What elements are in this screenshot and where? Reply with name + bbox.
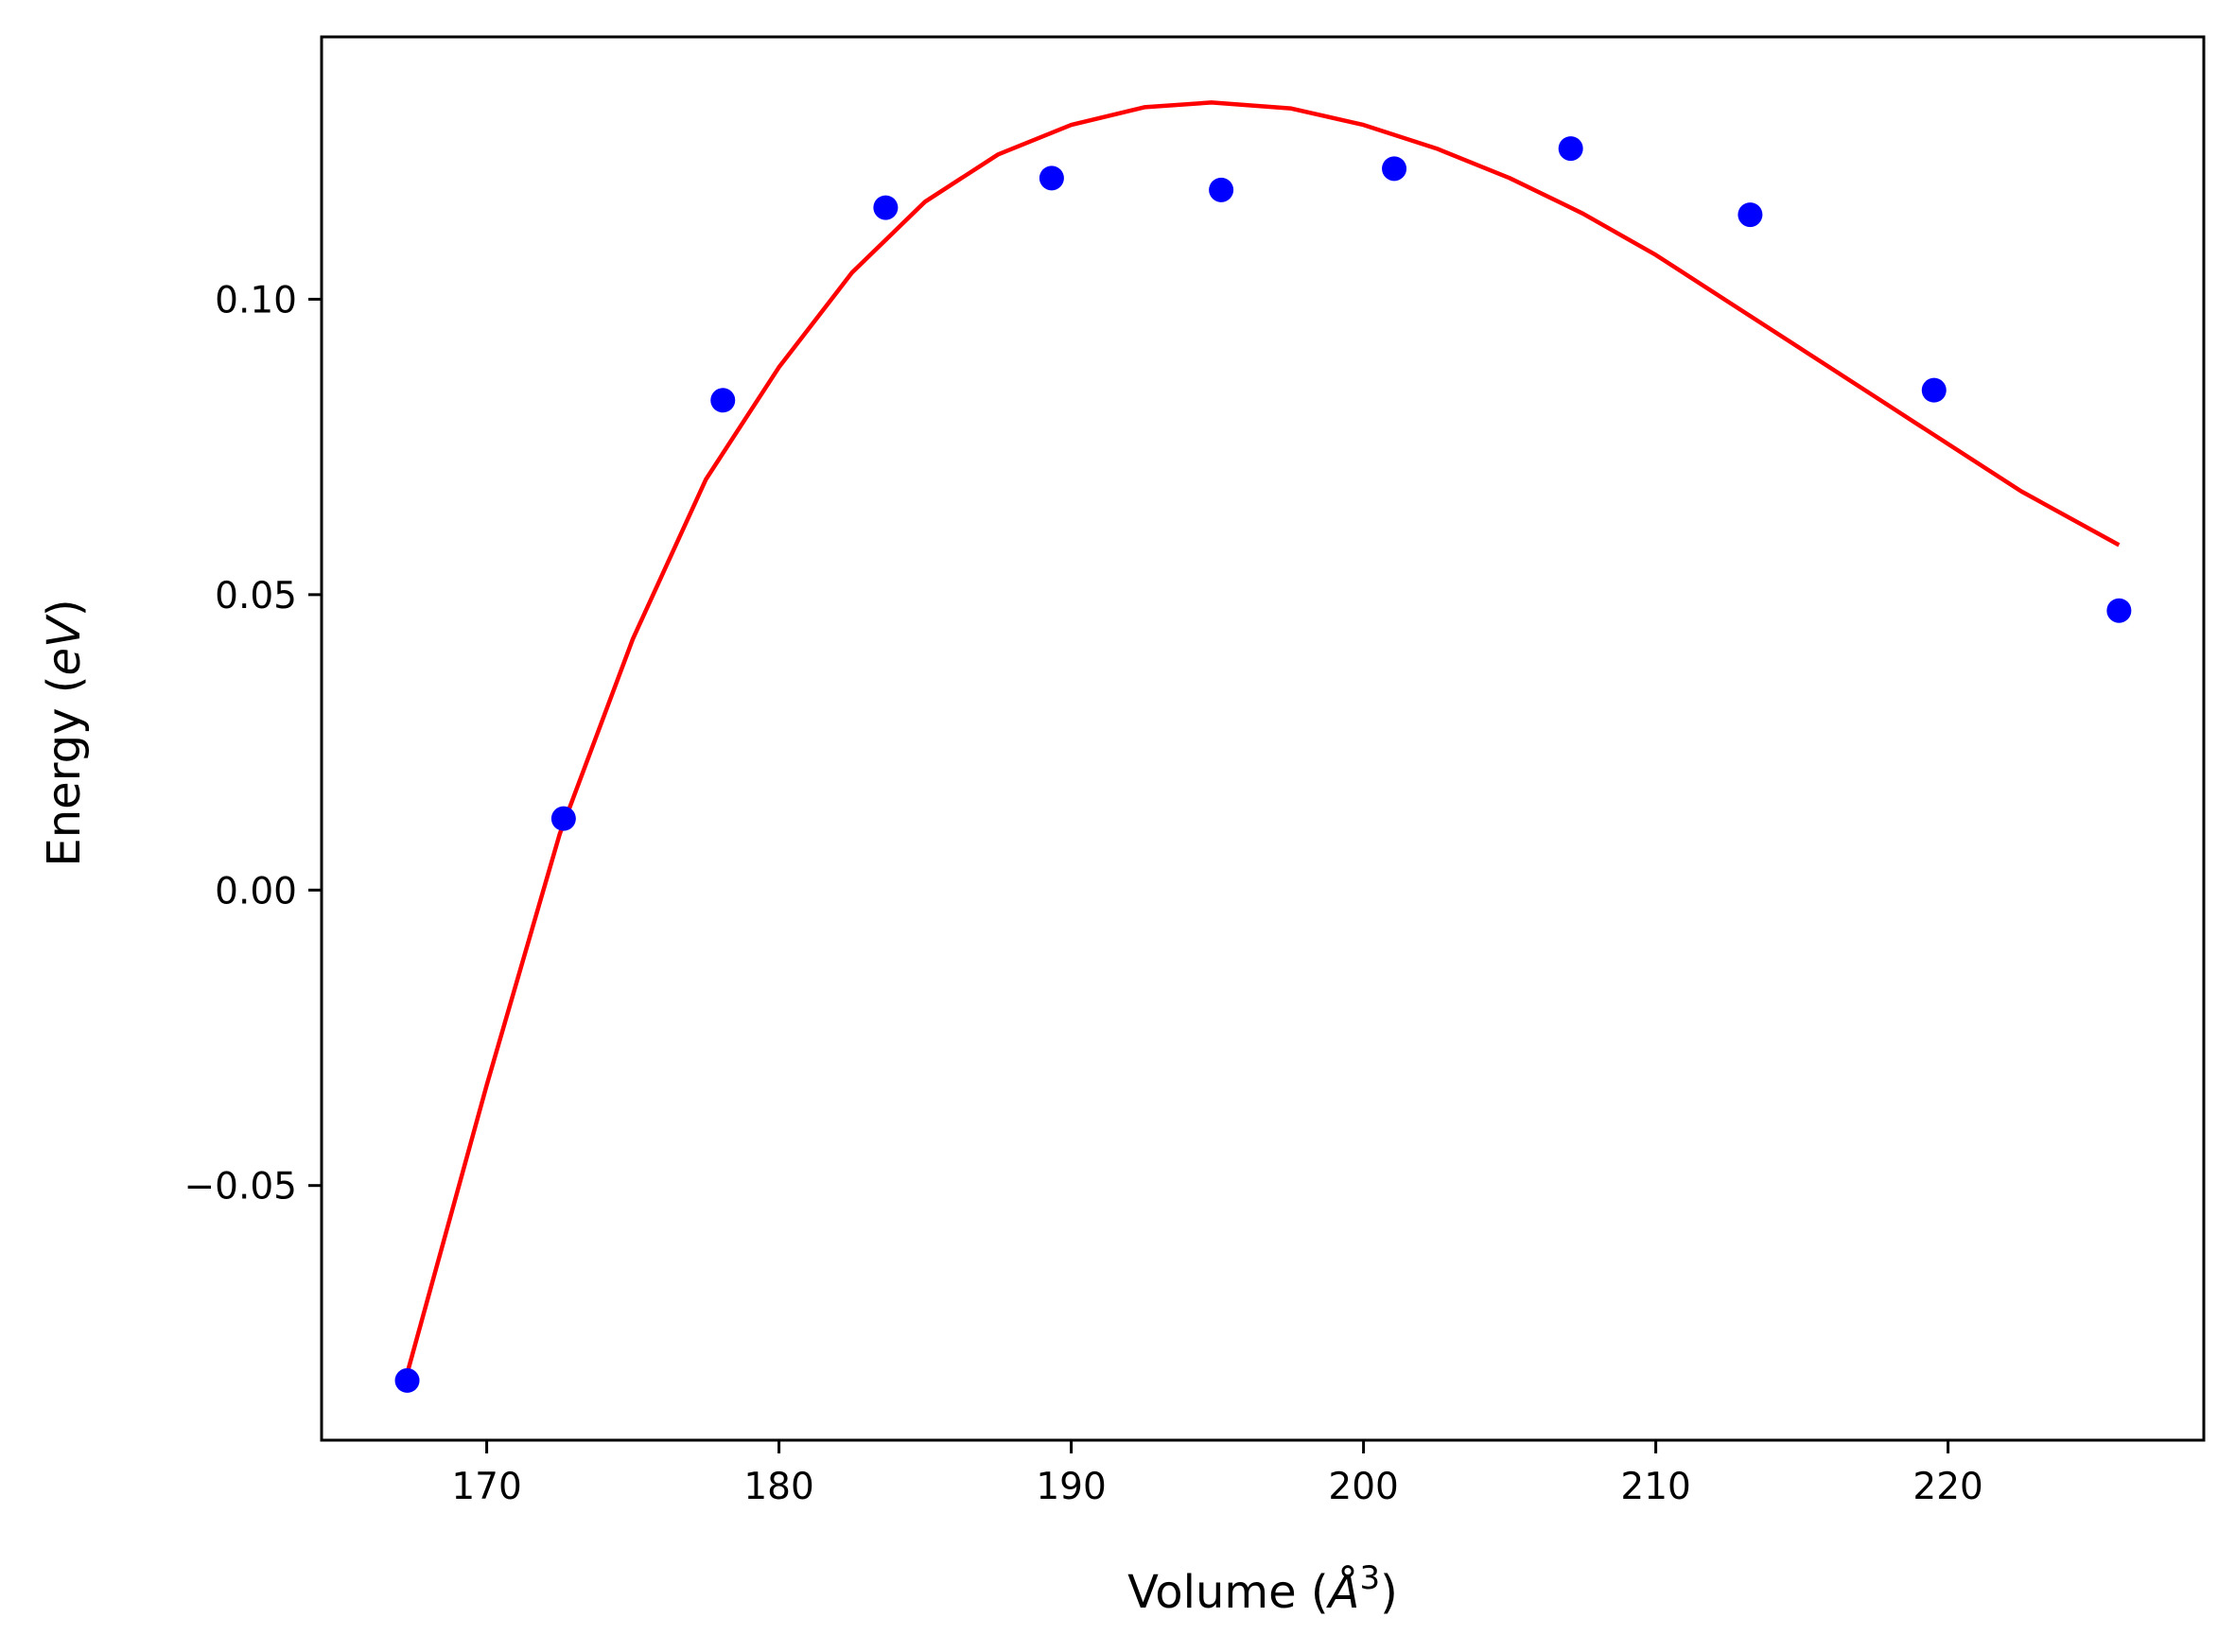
data-point <box>1382 156 1407 182</box>
y-tick-label: −0.05 <box>183 1166 297 1209</box>
y-tick-label: 0.05 <box>215 575 297 617</box>
y-axis-label-unit: eV <box>38 614 91 676</box>
data-point <box>1737 202 1763 228</box>
x-axis-label-main: Volume ( <box>1127 1566 1329 1619</box>
data-point <box>550 806 576 831</box>
data-point <box>1921 377 1947 403</box>
x-tick-label: 190 <box>1036 1466 1106 1508</box>
data-point <box>710 388 736 413</box>
data-point <box>394 1367 420 1393</box>
y-axis-label-main: Energy ( <box>38 676 91 867</box>
fit-curve <box>405 100 2121 1374</box>
x-tick-label: 180 <box>743 1466 813 1508</box>
data-point <box>1039 165 1064 191</box>
y-axis-ticks: −0.05 0.00 0.05 0.10 <box>183 279 322 1209</box>
x-axis-ticks: 170 180 190 200 210 220 <box>451 1440 1983 1508</box>
y-tick-label: 0.00 <box>215 870 297 913</box>
x-axis-label-exponent: 3 <box>1359 1559 1380 1597</box>
axes-frame <box>320 35 2206 1442</box>
x-tick-label: 210 <box>1620 1466 1690 1508</box>
y-axis-label: Energy (eV) <box>38 599 91 866</box>
x-axis-label-unit: Å <box>1326 1565 1360 1619</box>
x-tick-label: 170 <box>451 1466 521 1508</box>
x-tick-label: 220 <box>1912 1466 1982 1508</box>
data-point <box>1209 177 1234 202</box>
x-tick-label: 200 <box>1328 1466 1398 1508</box>
x-axis-label: Volume (Å3) <box>1127 1559 1398 1619</box>
y-tick-label: 0.10 <box>215 279 297 322</box>
x-axis-label-close: ) <box>1380 1566 1398 1619</box>
data-point <box>1558 136 1583 162</box>
y-axis-label-close: ) <box>38 599 91 617</box>
series-layer <box>394 100 2132 1393</box>
data-point <box>2106 598 2132 623</box>
data-point <box>873 195 899 220</box>
